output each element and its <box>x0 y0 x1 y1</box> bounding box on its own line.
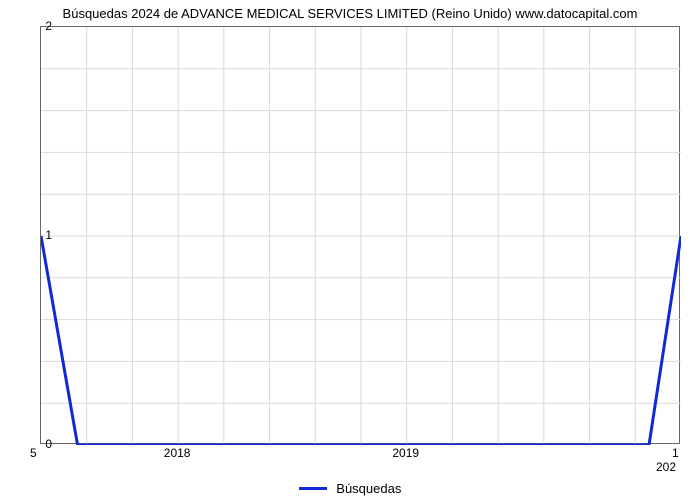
corner-bottom-left: 5 <box>30 446 37 460</box>
y-tick-label: 0 <box>45 437 52 451</box>
y-tick-label: 1 <box>45 228 52 242</box>
legend-swatch <box>299 487 327 490</box>
line-series <box>41 27 681 445</box>
legend-label: Búsquedas <box>336 481 401 496</box>
x-tick-label: 2019 <box>392 446 419 460</box>
x-tick-label: 2018 <box>164 446 191 460</box>
corner-bottom-right-value: 1 <box>672 446 679 460</box>
y-tick-label: 2 <box>45 19 52 33</box>
corner-bottom-right-year: 202 <box>656 460 676 474</box>
chart-area <box>40 26 680 444</box>
plot-frame <box>40 26 680 444</box>
chart-title: Búsquedas 2024 de ADVANCE MEDICAL SERVIC… <box>0 6 700 21</box>
legend: Búsquedas <box>0 480 700 496</box>
